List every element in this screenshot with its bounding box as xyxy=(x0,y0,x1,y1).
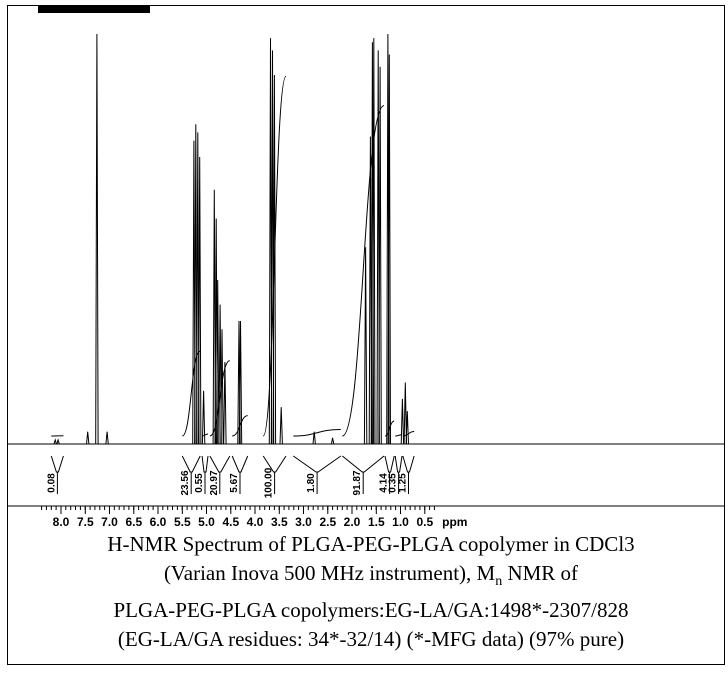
integral-label: 0.55 xyxy=(194,473,205,493)
integral-bracket xyxy=(181,455,201,473)
figure-frame: 0.08 23.56 0.55 20.97 5.67 100.00 1.80 91.87 4.1… xyxy=(7,5,725,665)
integral-label: 4.14 xyxy=(379,473,390,493)
integral-label: 5.67 xyxy=(229,473,240,493)
spectrum-peak xyxy=(372,38,376,445)
spectrum-peak xyxy=(400,398,405,445)
spectrum-peak xyxy=(312,431,316,445)
spectrum-peak xyxy=(405,411,409,445)
header-bar xyxy=(38,6,150,13)
spectrum-peak xyxy=(223,361,227,445)
spectrum-peak xyxy=(378,66,382,445)
caption-line-2-text: (Varian Inova 500 MHz instrument), M xyxy=(163,561,496,585)
tick-label: 8.0 xyxy=(53,515,70,529)
integral-curve xyxy=(395,434,403,437)
tick-label: 0.5 xyxy=(416,515,433,529)
integral-label: 91.87 xyxy=(352,470,363,495)
integral-curves-group xyxy=(51,75,415,437)
spectrum-peak xyxy=(53,438,57,445)
spectrum-peak xyxy=(330,437,335,445)
nmr-spectrum-plot: 0.08 23.56 0.55 20.97 5.67 100.00 1.80 91.87 4.1… xyxy=(8,33,724,529)
integral-bracket xyxy=(394,455,403,473)
spectrum-peak xyxy=(198,156,202,445)
axis-unit-label: ppm xyxy=(442,515,467,529)
integral-curve xyxy=(384,420,395,437)
tick-label: 6.0 xyxy=(150,515,167,529)
tick-label: 4.0 xyxy=(247,515,264,529)
tick-label: 6.5 xyxy=(125,515,142,529)
tick-label: 2.5 xyxy=(319,515,336,529)
spectrum-peak xyxy=(238,320,243,445)
integral-bracket xyxy=(293,455,342,473)
caption-line-1: H-NMR Spectrum of PLGA-PEG-PLGA copolyme… xyxy=(107,532,635,556)
spectrum-peak xyxy=(86,431,90,445)
caption-line-4: (EG-LA/GA residues: 34*-32/14) (*-MFG da… xyxy=(117,627,625,652)
caption-line-2: (Varian Inova 500 MHz instrument), Mn NM… xyxy=(16,559,726,596)
integral-bracket xyxy=(341,455,385,473)
integral-bracket xyxy=(209,455,231,473)
tick-label: 3.5 xyxy=(271,515,288,529)
integral-label: 1.25 xyxy=(398,473,409,493)
integral-curve xyxy=(293,429,341,437)
integral-label: 23.56 xyxy=(180,470,191,495)
integral-curve xyxy=(202,433,209,437)
spectrum-peak xyxy=(279,407,283,445)
tick-label: 1.0 xyxy=(392,515,409,529)
tick-label: 1.5 xyxy=(368,515,385,529)
integral-bracket xyxy=(384,455,395,473)
integral-label: 100.00 xyxy=(264,467,275,498)
integral-curve xyxy=(341,105,385,437)
integral-curve xyxy=(402,431,415,437)
spectrum-peak xyxy=(105,431,109,445)
spectrum-peak xyxy=(272,74,277,445)
integral-label: 0.08 xyxy=(46,473,57,493)
spectrum-peak xyxy=(220,329,224,445)
ppm-axis: 8.0 7.5 7.0 6.5 6.0 5.5 5.0 4.5 4.0 3.5 3.0 2.5 2.0 1… xyxy=(8,505,724,529)
integral-labels-group: 0.08 23.56 0.55 20.97 5.67 100.00 1.80 91.87 4.1… xyxy=(46,455,415,498)
spectrum-peak xyxy=(387,54,391,445)
spectrum-peak xyxy=(201,390,206,445)
integral-bracket xyxy=(402,455,415,473)
integral-curve xyxy=(209,360,231,437)
integral-label: 1.80 xyxy=(306,473,317,493)
tick-label: 2.0 xyxy=(344,515,361,529)
caption-line-2-end: NMR of xyxy=(502,561,579,585)
tick-label: 7.0 xyxy=(101,515,118,529)
integral-curve xyxy=(181,350,201,437)
tick-label: 5.5 xyxy=(174,515,191,529)
spectrum-trace-group xyxy=(8,33,724,445)
integral-label: 0.35 xyxy=(388,473,399,493)
spectrum-peak xyxy=(56,438,60,445)
integral-label: 20.97 xyxy=(209,470,220,495)
spectrum-peak xyxy=(363,247,368,445)
tick-label: 5.0 xyxy=(198,515,215,529)
integral-bracket xyxy=(50,455,64,473)
integral-curve xyxy=(232,415,248,437)
tick-label: 3.0 xyxy=(295,515,312,529)
spectrum-peak xyxy=(216,279,220,445)
tick-label: 7.5 xyxy=(77,515,94,529)
spectrum-peak xyxy=(95,33,99,445)
spectrum-peak xyxy=(403,382,407,445)
tick-label: 4.5 xyxy=(222,515,239,529)
caption-line-3: PLGA-PEG-PLGA copolymers:EG-LA/GA:1498*-… xyxy=(113,598,629,623)
integral-bracket xyxy=(201,455,209,473)
integral-bracket xyxy=(231,455,249,473)
integral-curve xyxy=(262,75,287,437)
figure-caption: H-NMR Spectrum of PLGA-PEG-PLGA copolyme… xyxy=(16,530,726,654)
caption-subscript: n xyxy=(495,574,503,590)
